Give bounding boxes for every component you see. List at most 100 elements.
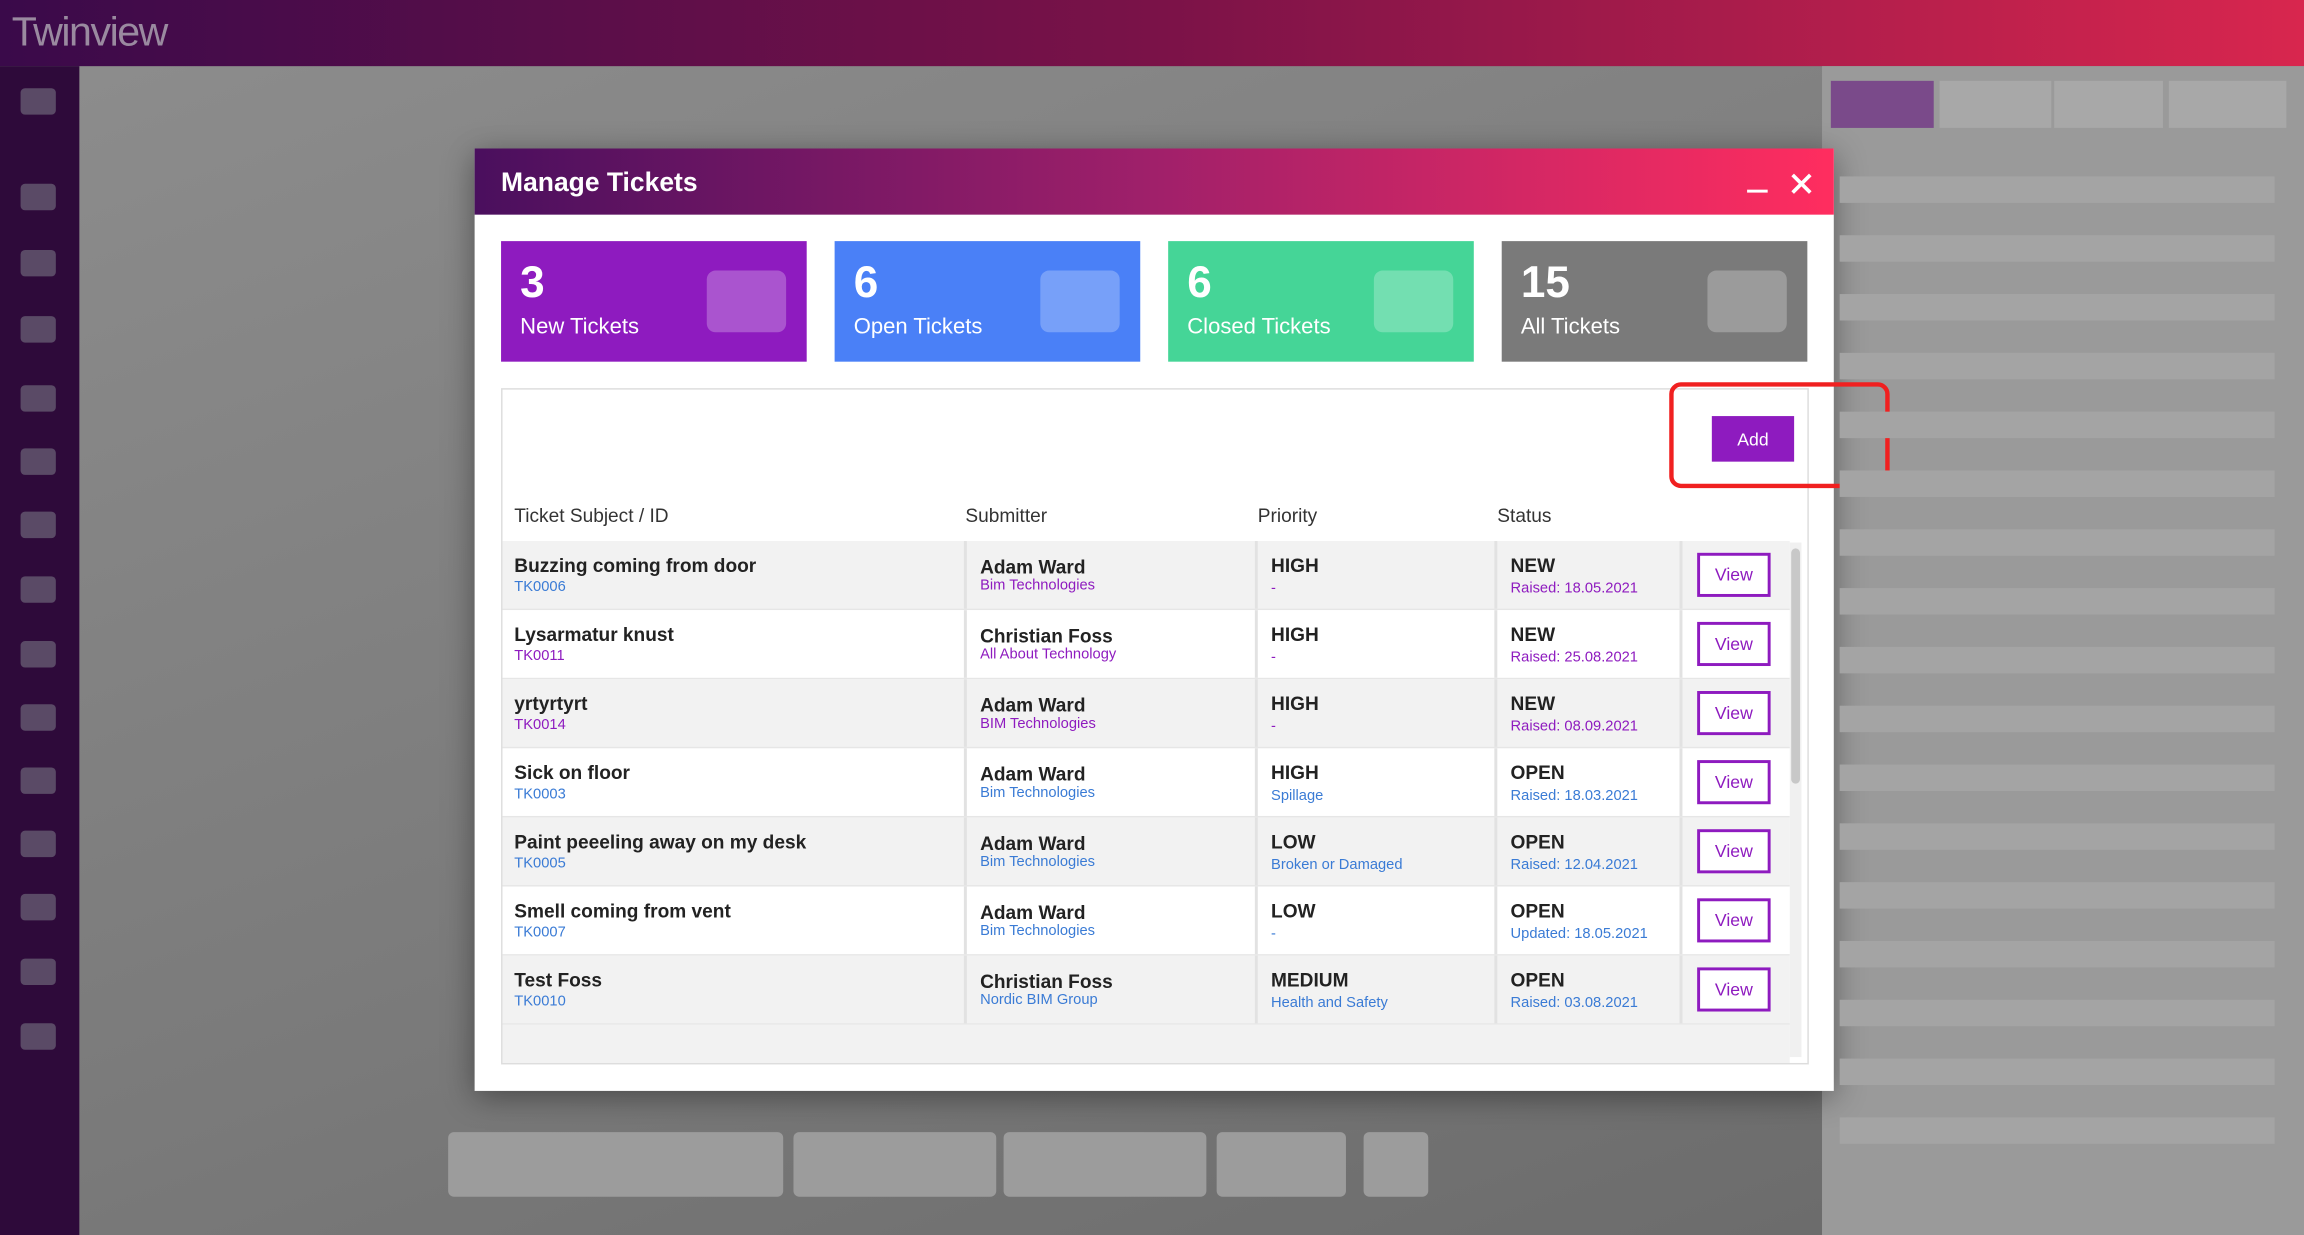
submitter-cell: Christian Foss All About Technology	[963, 610, 1258, 678]
ticket-row: yrtyrtyrt TK0014 Adam Ward BIM Technologies…	[502, 679, 1790, 749]
status-cell: OPEN Raised: 18.03.2021	[1494, 748, 1682, 816]
category: Broken or Damaged	[1271, 857, 1403, 874]
ticket-row: Test Foss TK0010 Christian Foss Nordic BIM …	[502, 955, 1790, 1025]
sidebar-icon	[20, 704, 56, 731]
ticket-subject: Buzzing coming from door	[514, 554, 757, 577]
category: -	[1271, 649, 1276, 667]
ticket-row: Buzzing coming from door TK0006 Adam Ward B…	[502, 541, 1790, 611]
top-bar	[0, 0, 2304, 67]
priority-cell: MEDIUM Health and Safety	[1254, 955, 1495, 1024]
sidebar-icon	[20, 576, 56, 603]
priority-cell: HIGH -	[1254, 541, 1495, 609]
ticket-id: TK0007	[514, 924, 566, 941]
priority-cell: HIGH -	[1254, 610, 1495, 678]
status-date: Raised: 03.08.2021	[1510, 995, 1638, 1012]
status-date: Raised: 12.04.2021	[1510, 857, 1638, 874]
view-button[interactable]: View	[1697, 760, 1771, 805]
stat-card[interactable]: 6 Closed Tickets	[1168, 241, 1474, 362]
ticket-id: TK0005	[514, 855, 566, 872]
stat-card[interactable]: 15 All Tickets	[1501, 241, 1808, 362]
priority: LOW	[1271, 899, 1316, 922]
view-button[interactable]: View	[1697, 898, 1771, 943]
scroll-thumb[interactable]	[1791, 548, 1801, 784]
panel-row	[1839, 176, 2275, 203]
stat-card[interactable]: 6 Open Tickets	[834, 241, 1141, 362]
view-button[interactable]: View	[1697, 967, 1771, 1012]
panel-tab	[1830, 80, 1934, 128]
view-button[interactable]: View	[1697, 691, 1771, 736]
minimize-button[interactable]	[1747, 189, 1768, 193]
ticket-row: Smell coming from vent TK0007 Adam Ward Bim…	[502, 886, 1790, 956]
logo: Twinview	[11, 8, 169, 55]
panel-row	[1839, 470, 2275, 497]
submitter-name: Adam Ward	[980, 763, 1086, 786]
status-cell: OPEN Raised: 12.04.2021	[1494, 817, 1682, 886]
status-date: Raised: 08.09.2021	[1510, 718, 1638, 736]
toolbar-group	[1363, 1132, 1429, 1197]
status-cell: NEW Raised: 18.05.2021	[1494, 541, 1682, 609]
submitter-name: Adam Ward	[980, 901, 1086, 924]
ticket-row: Paint peeeling away on my desk TK0005 Adam…	[502, 817, 1790, 887]
add-button[interactable]: Add	[1711, 416, 1795, 462]
submitter-org: Bim Technologies	[980, 923, 1095, 940]
submitter-cell: Adam Ward Bim Technologies	[963, 886, 1258, 955]
status: OPEN	[1510, 899, 1565, 922]
priority-cell: HIGH -	[1254, 679, 1495, 747]
sidebar-icon	[20, 1023, 56, 1050]
submitter-cell: Adam Ward Bim Technologies	[963, 541, 1258, 609]
ticket-id: TK0006	[514, 579, 566, 596]
status: OPEN	[1510, 761, 1565, 784]
category: -	[1271, 580, 1276, 597]
divider	[1679, 886, 1683, 955]
sidebar-icon	[20, 830, 56, 858]
ticket-row: Lysarmatur knust TK0011 Christian Foss All …	[502, 610, 1790, 680]
panel-row	[1839, 764, 2275, 791]
sidebar-icon	[20, 767, 56, 794]
close-button[interactable]	[1790, 172, 1814, 196]
status: OPEN	[1510, 968, 1565, 991]
sidebar-icon	[20, 88, 56, 115]
sidebar-icon	[20, 183, 56, 211]
panel-row	[1839, 1058, 2275, 1086]
ticket-row-partial	[502, 1024, 1790, 1063]
ticket-subject: Smell coming from vent	[514, 899, 731, 922]
status: NEW	[1510, 692, 1556, 715]
status: NEW	[1510, 554, 1556, 577]
panel-row	[1839, 529, 2275, 556]
sidebar-icon	[20, 385, 56, 412]
view-button[interactable]: View	[1697, 552, 1771, 597]
submitter-org: Bim Technologies	[980, 577, 1095, 594]
toolbar-group	[1003, 1132, 1207, 1197]
view-button[interactable]: View	[1697, 621, 1771, 667]
sidebar-icon	[20, 893, 56, 921]
priority: HIGH	[1271, 554, 1319, 577]
status-date: Updated: 18.05.2021	[1510, 926, 1648, 943]
panel-row	[1839, 235, 2275, 262]
toolbar-group	[793, 1132, 997, 1197]
sidebar-icon	[20, 316, 56, 343]
ticket-subject: yrtyrtyrt	[514, 692, 588, 715]
panel-tab	[2168, 80, 2287, 128]
panel-row	[1839, 646, 2275, 674]
ticket-subject: Paint peeeling away on my desk	[514, 830, 807, 853]
sidebar-icon	[20, 958, 56, 986]
submitter-cell: Christian Foss Nordic BIM Group	[963, 955, 1258, 1024]
stat-label: Closed Tickets	[1187, 314, 1331, 340]
submitter-name: Adam Ward	[980, 693, 1086, 717]
panel-row	[1839, 940, 2275, 968]
status-cell: NEW Raised: 08.09.2021	[1494, 679, 1682, 747]
view-button[interactable]: View	[1697, 829, 1771, 874]
stat-count: 15	[1520, 258, 1570, 308]
category: Spillage	[1271, 788, 1324, 805]
submitter-org: BIM Technologies	[980, 716, 1096, 733]
scrollbar	[1789, 542, 1802, 1058]
stat-card[interactable]: 3 New Tickets	[501, 241, 807, 362]
tickets-table: Add Ticket Subject / ID Submitter Priority…	[501, 388, 1809, 1065]
submitter-org: Bim Technologies	[980, 854, 1095, 871]
ticket-id: TK0010	[514, 993, 566, 1011]
submitter-cell: Adam Ward Bim Technologies	[963, 817, 1258, 886]
submitter-name: Adam Ward	[980, 555, 1086, 578]
ticket-subject: Lysarmatur knust	[514, 623, 674, 646]
category: -	[1271, 718, 1276, 736]
